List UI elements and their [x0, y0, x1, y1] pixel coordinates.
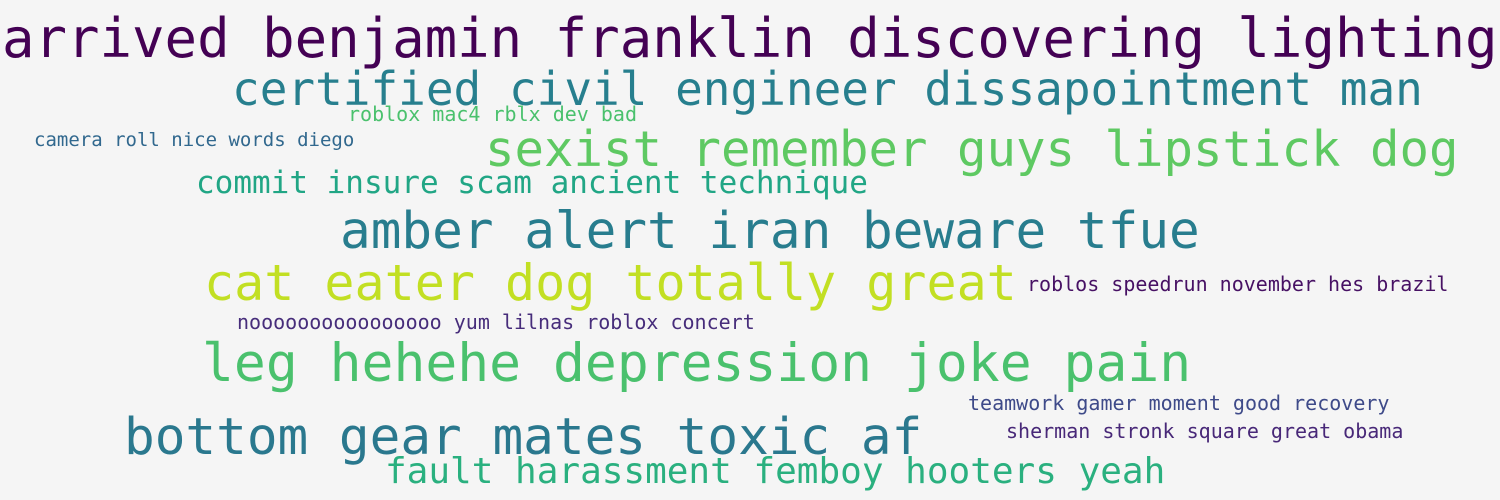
word-phrase: fault harassment femboy hooters yeah	[385, 451, 1166, 492]
word-phrase: certified civil engineer dissapointment …	[232, 62, 1423, 116]
word-phrase: cat eater dog totally great	[204, 254, 1017, 312]
word-phrase: noooooooooooooooo yum lilnas roblox conc…	[237, 310, 755, 334]
word-phrase: bottom gear mates toxic af	[124, 408, 923, 467]
word-phrase: sherman stronk square great obama	[1006, 419, 1404, 443]
word-phrase: camera roll nice words diego	[34, 129, 355, 151]
word-phrase: leg hehehe depression joke pain	[202, 333, 1192, 394]
word-phrase: roblox mac4 rblx dev bad	[348, 102, 637, 126]
word-phrase: roblos speedrun november hes brazil	[1027, 272, 1449, 296]
word-phrase: teamwork gamer moment good recovery	[968, 391, 1390, 415]
word-phrase: arrived benjamin franklin discovering li…	[2, 7, 1498, 70]
word-phrase: sexist remember guys lipstick dog	[485, 121, 1459, 178]
word-phrase: commit insure scam ancient technique	[196, 165, 868, 201]
word-phrase: amber alert iran beware tfue	[340, 202, 1200, 261]
